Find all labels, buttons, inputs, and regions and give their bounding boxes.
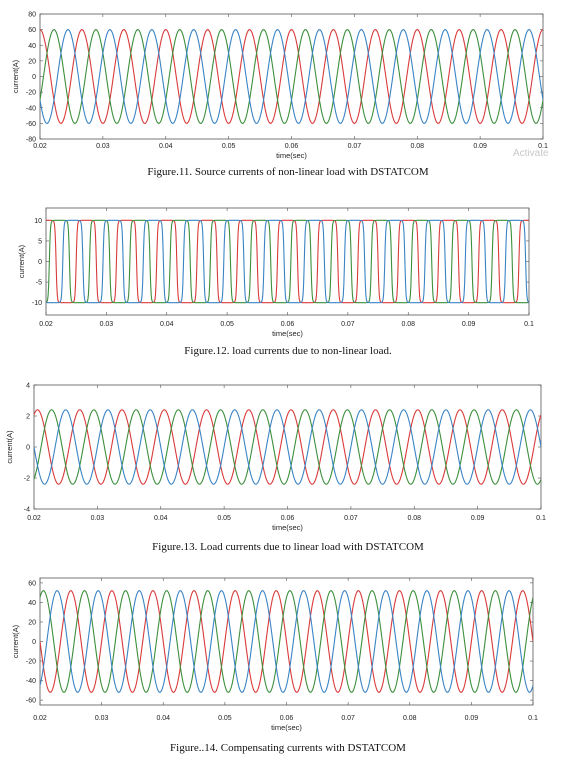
y-tick-label: -80 bbox=[26, 137, 36, 144]
series-line-blue bbox=[40, 29, 543, 124]
x-tick-label: 0.1 bbox=[538, 143, 548, 150]
series-line-red bbox=[34, 409, 541, 485]
y-tick-label: 2 bbox=[26, 414, 30, 421]
x-tick-label: 0.06 bbox=[285, 143, 299, 150]
series-line-red bbox=[46, 219, 529, 304]
figure-12-plot: 0.02 0.03 0.04 0.05 0.06 0.07 0.08 0.09 0.1 10 5 0 -… bbox=[0, 200, 576, 342]
x-tick-label: 0.04 bbox=[154, 515, 168, 522]
figure-12-caption: Figure.12. load currents due to non-line… bbox=[184, 345, 392, 357]
y-tick-label: 80 bbox=[28, 12, 36, 19]
x-tick-label: 0.04 bbox=[156, 715, 170, 722]
series-line-red bbox=[40, 29, 543, 124]
plot-frame bbox=[39, 13, 544, 140]
x-tick-label: 0.08 bbox=[407, 515, 421, 522]
y-tick-label: 0 bbox=[38, 259, 42, 266]
y-tick-label: -20 bbox=[26, 90, 36, 97]
y-axis-label: current(A) bbox=[17, 244, 26, 278]
x-tick-label: 0.06 bbox=[281, 515, 295, 522]
y-tick-label: -5 bbox=[36, 280, 42, 287]
y-tick-label: -2 bbox=[24, 476, 30, 483]
x-tick-label: 0.09 bbox=[462, 321, 476, 328]
y-tick-label: 5 bbox=[38, 238, 42, 245]
y-tick-label: 10 bbox=[34, 218, 42, 225]
y-tick-label: -40 bbox=[26, 678, 36, 685]
series-line-green bbox=[34, 409, 541, 485]
x-tick-label: 0.04 bbox=[160, 321, 174, 328]
y-tick-label: 0 bbox=[32, 74, 36, 81]
x-tick-label: 0.08 bbox=[410, 143, 424, 150]
series-line-blue bbox=[46, 219, 529, 304]
figure-13-plot: 0.02 0.03 0.04 0.05 0.06 0.07 0.08 0.09 0.1 4 2 0 -2… bbox=[0, 378, 576, 538]
x-tick-label: 0.03 bbox=[100, 321, 114, 328]
x-tick-label: 0.03 bbox=[95, 715, 109, 722]
y-tick-label: 40 bbox=[28, 43, 36, 50]
x-tick-label: 0.05 bbox=[217, 515, 231, 522]
x-tick-label: 0.1 bbox=[524, 321, 534, 328]
x-tick-label: 0.06 bbox=[281, 321, 295, 328]
y-tick-label: -4 bbox=[24, 507, 30, 514]
x-tick-label: 0.09 bbox=[471, 515, 485, 522]
series-line-blue bbox=[34, 409, 541, 485]
figure-12-chart: 0.02 0.03 0.04 0.05 0.06 0.07 0.08 0.09 0.1 10 5 0 -… bbox=[17, 207, 534, 338]
y-tick-label: -60 bbox=[26, 121, 36, 128]
y-tick-label: -60 bbox=[26, 698, 36, 705]
figure-13-chart: 0.02 0.03 0.04 0.05 0.06 0.07 0.08 0.09 0.1 4 2 0 -2… bbox=[5, 383, 546, 533]
x-tick-label: 0.1 bbox=[536, 515, 546, 522]
y-tick-label: -10 bbox=[32, 300, 42, 307]
x-tick-label: 0.02 bbox=[33, 715, 47, 722]
x-tick-label: 0.07 bbox=[341, 321, 355, 328]
x-tick-label: 0.03 bbox=[91, 515, 105, 522]
figure-13-caption: Figure.13. Load currents due to linear l… bbox=[152, 541, 424, 553]
y-axis-label: current(A) bbox=[11, 59, 20, 93]
x-tick-label: 0.09 bbox=[465, 715, 479, 722]
x-tick-label: 0.03 bbox=[96, 143, 110, 150]
x-tick-label: 0.06 bbox=[280, 715, 294, 722]
figure-14-chart: 0.02 0.03 0.04 0.05 0.06 0.07 0.08 0.09 0.1 60 40 2… bbox=[11, 577, 538, 732]
x-tick-label: 0.05 bbox=[222, 143, 236, 150]
x-tick-label: 0.02 bbox=[27, 515, 41, 522]
series-line-blue bbox=[40, 590, 533, 693]
x-axis-label: time(sec) bbox=[272, 329, 303, 338]
y-axis-label: current(A) bbox=[5, 430, 14, 464]
x-axis-label: time(sec) bbox=[271, 723, 302, 732]
figure-14-plot: 0.02 0.03 0.04 0.05 0.06 0.07 0.08 0.09 0.1 60 40 2… bbox=[0, 570, 576, 738]
y-tick-label: 0 bbox=[26, 445, 30, 452]
x-tick-label: 0.09 bbox=[473, 143, 487, 150]
x-tick-label: 0.05 bbox=[218, 715, 232, 722]
x-tick-label: 0.07 bbox=[344, 515, 358, 522]
figure-14-caption: Figure..14. Compensating currents with D… bbox=[170, 742, 406, 754]
y-tick-label: 40 bbox=[28, 600, 36, 607]
y-tick-label: 0 bbox=[32, 639, 36, 646]
plot-frame bbox=[45, 207, 530, 316]
x-tick-label: 0.02 bbox=[33, 143, 47, 150]
x-axis-label: time(sec) bbox=[276, 151, 307, 160]
x-tick-label: 0.07 bbox=[348, 143, 362, 150]
y-tick-label: -40 bbox=[26, 105, 36, 112]
y-axis-label: current(A) bbox=[11, 624, 20, 658]
figure-11-caption: Figure.11. Source currents of non-linear… bbox=[147, 166, 429, 178]
x-axis-label: time(sec) bbox=[272, 523, 303, 532]
figure-11-chart: 0.02 0.03 0.04 0.05 0.06 0.07 0.08 0.09 0.1 80 60 4… bbox=[11, 12, 549, 161]
x-tick-label: 0.1 bbox=[528, 715, 538, 722]
x-tick-label: 0.02 bbox=[39, 321, 53, 328]
series-line-red bbox=[40, 590, 533, 693]
y-tick-label: 20 bbox=[28, 619, 36, 626]
x-tick-label: 0.04 bbox=[159, 143, 173, 150]
x-tick-label: 0.05 bbox=[220, 321, 234, 328]
x-tick-label: 0.08 bbox=[403, 715, 417, 722]
activate-watermark: Activate bbox=[513, 148, 549, 159]
x-tick-label: 0.07 bbox=[341, 715, 355, 722]
y-tick-label: 4 bbox=[26, 383, 30, 390]
x-tick-label: 0.08 bbox=[401, 321, 415, 328]
series-line-green bbox=[40, 590, 533, 693]
figure-11-plot: 0.02 0.03 0.04 0.05 0.06 0.07 0.08 0.09 0.1 80 60 4… bbox=[0, 0, 576, 165]
y-tick-label: -20 bbox=[26, 659, 36, 666]
y-tick-label: 60 bbox=[28, 580, 36, 587]
y-tick-label: 20 bbox=[28, 58, 36, 65]
y-tick-label: 60 bbox=[28, 27, 36, 34]
